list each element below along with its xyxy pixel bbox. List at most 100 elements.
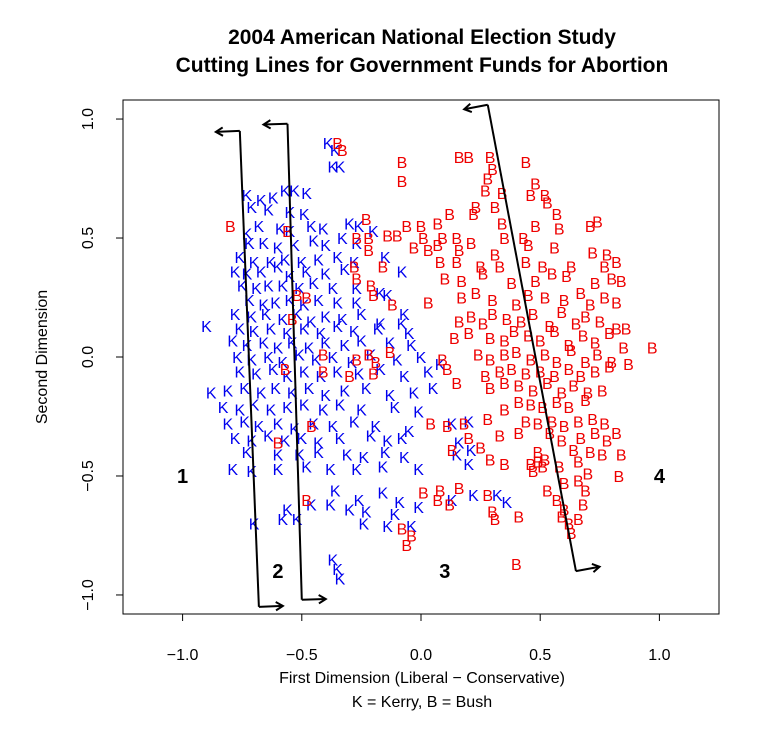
kerry-point: K <box>268 362 279 379</box>
kerry-point: K <box>361 505 372 522</box>
kerry-point: K <box>299 321 310 338</box>
bush-point: B <box>423 295 434 312</box>
kerry-point: K <box>339 262 350 279</box>
bush-point: B <box>432 238 443 255</box>
cutting-line-arrow-shaft <box>258 604 283 608</box>
kerry-point: K <box>251 367 262 384</box>
kerry-point: K <box>227 333 238 350</box>
kerry-point: K <box>313 252 324 269</box>
bush-point: B <box>535 364 546 381</box>
kerry-point: K <box>242 226 253 243</box>
bush-point: B <box>490 200 501 217</box>
bush-point: B <box>447 443 458 460</box>
bush-point: B <box>332 136 343 153</box>
kerry-point: K <box>399 450 410 467</box>
cutting-line <box>238 130 260 607</box>
bush-point: B <box>611 321 622 338</box>
bush-point: B <box>351 352 362 369</box>
bush-point: B <box>542 195 553 212</box>
kerry-point: K <box>349 324 360 341</box>
bush-point: B <box>318 348 329 365</box>
kerry-point: K <box>375 362 386 379</box>
bush-point: B <box>506 276 517 293</box>
bush-point: B <box>532 445 543 462</box>
bush-point: B <box>480 183 491 200</box>
bush-point: B <box>225 219 236 236</box>
kerry-point: K <box>428 381 439 398</box>
bush-point: B <box>487 307 498 324</box>
kerry-point: K <box>265 321 276 338</box>
bush-point: B <box>537 260 548 277</box>
bush-point: B <box>451 255 462 272</box>
kerry-point: K <box>263 202 274 219</box>
cutting-line <box>486 104 577 572</box>
bush-point: B <box>490 512 501 529</box>
bush-point: B <box>587 245 598 262</box>
kerry-point: K <box>242 267 253 284</box>
kerry-point: K <box>299 207 310 224</box>
x-tick-label: 1.0 <box>648 647 670 664</box>
kerry-point: K <box>306 314 317 331</box>
kerry-point: K <box>356 402 367 419</box>
bush-point: B <box>409 241 420 258</box>
kerry-point: K <box>332 250 343 267</box>
kerry-point: K <box>320 267 331 284</box>
bush-point: B <box>401 219 412 236</box>
y-tick-label: −1.0 <box>80 579 97 611</box>
kerry-point: K <box>397 431 408 448</box>
kerry-point: K <box>354 219 365 236</box>
region-label: 3 <box>439 561 450 583</box>
kerry-point: K <box>256 193 267 210</box>
kerry-point: K <box>325 498 336 515</box>
kerry-point: K <box>327 350 338 367</box>
chart-title-line-2: Cutting Lines for Government Funds for A… <box>176 54 669 77</box>
kerry-point: K <box>320 336 331 353</box>
kerry-point: K <box>301 186 312 203</box>
kerry-point: K <box>366 429 377 446</box>
kerry-point: K <box>389 400 400 417</box>
bush-point: B <box>475 260 486 277</box>
bush-point: B <box>470 200 481 217</box>
bush-point: B <box>587 412 598 429</box>
kerry-point: K <box>304 381 315 398</box>
kerry-point: K <box>332 562 343 579</box>
kerry-point: K <box>249 324 260 341</box>
bush-point: B <box>435 483 446 500</box>
bush-point: B <box>473 348 484 365</box>
bush-point: B <box>575 286 586 303</box>
kerry-point: K <box>230 264 241 281</box>
kerry-point: K <box>351 281 362 298</box>
bush-point: B <box>594 314 605 331</box>
kerry-point: K <box>409 386 420 403</box>
kerry-point: K <box>327 552 338 569</box>
x-tick-label: −0.5 <box>286 647 318 664</box>
bush-point: B <box>392 229 403 246</box>
kerry-point: K <box>354 367 365 384</box>
kerry-point: K <box>246 200 257 217</box>
bush-point: B <box>528 464 539 481</box>
kerry-point: K <box>342 448 353 465</box>
bush-point: B <box>397 155 408 172</box>
bush-point: B <box>494 364 505 381</box>
chart-title-line-1: 2004 American National Election Study <box>228 26 616 49</box>
kerry-point: K <box>313 293 324 310</box>
x-axis-sublabel: K = Kerry, B = Bush <box>352 694 492 711</box>
kerry-point: K <box>282 400 293 417</box>
kerry-point: K <box>335 398 346 415</box>
kerry-point: K <box>289 238 300 255</box>
kerry-point: K <box>399 307 410 324</box>
bush-point: B <box>597 448 608 465</box>
bush-point: B <box>566 526 577 543</box>
kerry-point: K <box>339 383 350 400</box>
kerry-point: K <box>347 355 358 372</box>
kerry-point: K <box>375 317 386 334</box>
kerry-point: K <box>327 281 338 298</box>
kerry-point: K <box>330 483 341 500</box>
bush-point: B <box>599 260 610 277</box>
bush-point: B <box>552 395 563 412</box>
bush-point: B <box>559 476 570 493</box>
bush-point: B <box>540 188 551 205</box>
bush-point: B <box>361 212 372 229</box>
kerry-point: K <box>382 288 393 305</box>
kerry-point: K <box>468 488 479 505</box>
